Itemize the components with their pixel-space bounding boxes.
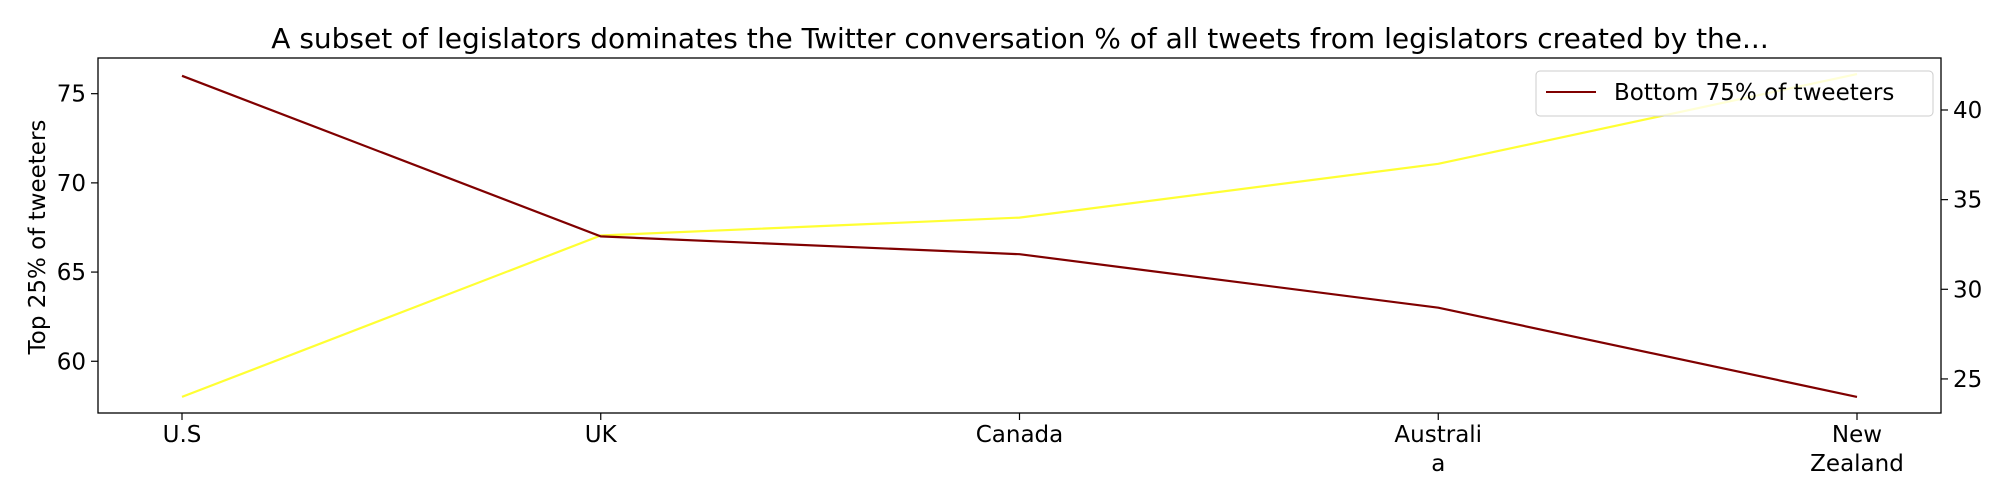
y-left-tick-label: 70	[57, 171, 86, 197]
series-layer	[181, 73, 1858, 398]
x-tick-label: UK	[585, 422, 618, 448]
y-right-tick-label: 35	[1953, 188, 1982, 214]
series-line-1	[181, 74, 1858, 398]
x-tick-label: Canada	[976, 422, 1064, 448]
y-left-tick-label: 65	[57, 260, 86, 286]
x-tick-label: New Zealand	[1810, 422, 1904, 477]
y-axis-title: Top 25% of tweeters	[25, 120, 51, 356]
y-right-tick-label: 30	[1953, 277, 1982, 303]
y-left-tick-label: 60	[57, 349, 86, 375]
ticks-layer: U.S UK Canada Australi a New Zealand 60 65 70 75 25…	[57, 82, 1983, 477]
series-line-2	[181, 73, 1858, 398]
legend: Bottom 75% of tweeters	[1535, 70, 1934, 117]
legend-label: Bottom 75% of tweeters	[1614, 80, 1894, 106]
x-tick-label: Australi a	[1394, 422, 1482, 477]
x-tick-label: U.S	[163, 422, 202, 448]
legend-box	[1535, 70, 1934, 117]
chart-title: A subset of legislators dominates the Tw…	[271, 22, 1768, 55]
y-right-tick-label: 25	[1953, 367, 1982, 393]
y-right-tick-label: 40	[1953, 98, 1982, 124]
y-left-tick-label: 75	[57, 82, 86, 108]
